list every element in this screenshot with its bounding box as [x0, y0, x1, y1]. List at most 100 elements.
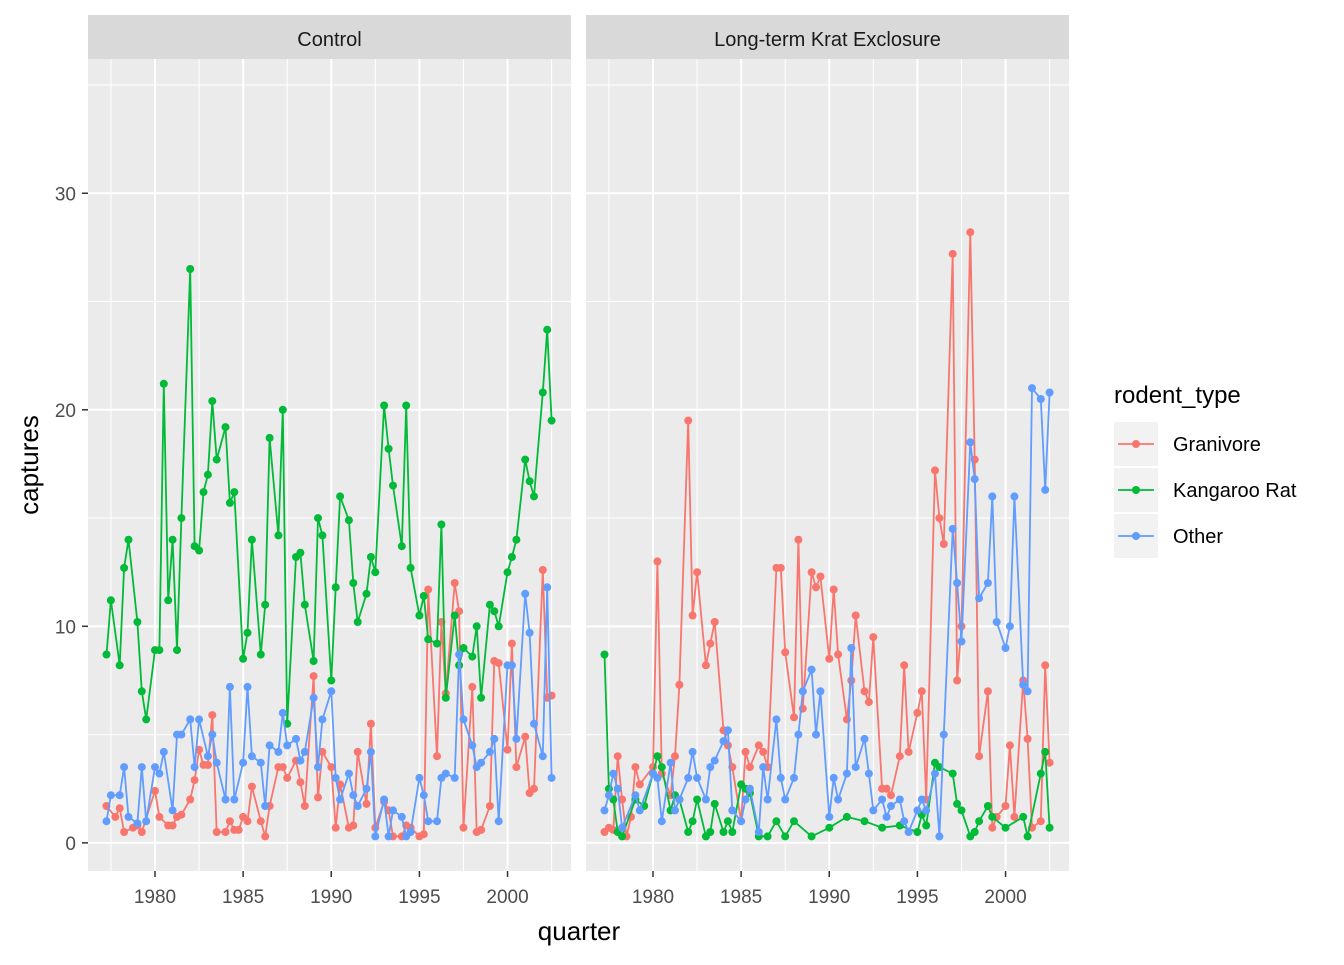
data-point-kangaroo-rat — [530, 492, 538, 501]
data-point-kangaroo-rat — [507, 553, 516, 561]
data-point-other — [424, 817, 433, 826]
data-point-granivore — [829, 585, 838, 594]
data-point-kangaroo-rat — [503, 568, 512, 577]
data-point-other — [124, 812, 133, 821]
data-point-kangaroo-rat — [212, 455, 221, 464]
data-point-kangaroo-rat — [120, 563, 129, 572]
data-point-kangaroo-rat — [247, 535, 256, 544]
data-point-other — [296, 756, 305, 765]
data-point-other — [384, 832, 393, 841]
data-point-other — [190, 763, 199, 772]
data-point-kangaroo-rat — [825, 823, 834, 832]
data-point-kangaroo-rat — [437, 520, 446, 529]
data-point-kangaroo-rat — [706, 828, 715, 836]
data-point-kangaroo-rat — [137, 687, 146, 696]
data-point-kangaroo-rat — [239, 654, 248, 663]
data-point-kangaroo-rat — [807, 832, 816, 841]
data-point-granivore — [882, 784, 891, 793]
data-point-granivore — [256, 817, 265, 826]
data-point-other — [917, 795, 926, 804]
data-point-other — [948, 524, 957, 533]
data-point-other — [494, 817, 503, 826]
series-granivore — [102, 566, 556, 841]
data-point-other — [543, 583, 552, 592]
data-point-granivore — [895, 752, 904, 761]
data-point-other — [142, 817, 151, 826]
data-point-kangaroo-rat — [653, 752, 662, 761]
data-point-other — [1041, 485, 1050, 494]
data-point-kangaroo-rat — [988, 812, 997, 821]
data-point-other — [247, 752, 256, 761]
data-point-other — [292, 734, 300, 743]
data-point-other — [265, 741, 274, 750]
x-tick-label: 1985 — [222, 887, 264, 908]
series-exclosure — [600, 228, 1054, 841]
data-point-granivore — [327, 763, 336, 772]
data-point-granivore — [283, 773, 292, 782]
data-point-kangaroo-rat — [406, 563, 415, 572]
data-point-kangaroo-rat — [684, 828, 693, 836]
data-point-other — [309, 693, 318, 702]
x-tick-label: 1990 — [310, 887, 352, 908]
data-point-other — [763, 795, 772, 804]
data-point-kangaroo-rat — [1001, 823, 1010, 832]
data-point-other — [283, 741, 292, 750]
data-point-other — [406, 828, 415, 836]
data-point-kangaroo-rat — [115, 661, 124, 670]
data-point-other — [992, 618, 1001, 626]
data-point-granivore — [671, 752, 679, 761]
data-point-other — [1019, 680, 1028, 689]
data-point-other — [419, 791, 428, 800]
data-point-other — [900, 817, 909, 826]
data-point-other — [935, 832, 944, 841]
data-point-other — [212, 758, 221, 767]
data-point-granivore — [309, 672, 318, 681]
data-point-other — [177, 730, 186, 739]
data-point-granivore — [913, 708, 922, 717]
data-point-kangaroo-rat — [424, 635, 433, 644]
data-point-other — [507, 661, 516, 670]
data-point-granivore — [935, 514, 944, 523]
y-tick-label: 30 — [55, 184, 76, 205]
data-point-kangaroo-rat — [618, 832, 627, 841]
data-point-granivore — [1005, 741, 1014, 750]
data-point-granivore — [477, 825, 486, 834]
data-point-other — [609, 769, 618, 778]
plot-area-exclosure — [586, 59, 1069, 871]
data-point-granivore — [975, 752, 984, 761]
data-point-kangaroo-rat — [155, 646, 164, 655]
legend-key-point — [1132, 486, 1140, 494]
data-point-other — [684, 773, 693, 782]
data-point-kangaroo-rat — [159, 379, 168, 388]
data-point-kangaroo-rat — [336, 492, 345, 501]
data-point-other — [239, 758, 248, 767]
data-point-other — [151, 763, 159, 772]
data-point-granivore — [362, 799, 371, 808]
data-point-other — [741, 795, 750, 804]
data-point-other — [468, 741, 477, 750]
data-point-granivore — [120, 828, 129, 836]
data-point-other — [137, 763, 146, 772]
data-point-kangaroo-rat — [124, 535, 133, 544]
data-point-kangaroo-rat — [538, 388, 547, 397]
data-point-kangaroo-rat — [790, 817, 798, 826]
data-point-other — [887, 802, 895, 810]
data-point-granivore — [745, 763, 754, 772]
data-point-other — [710, 756, 719, 765]
strip-title-exclosure: Long-term Krat Exclosure — [714, 29, 941, 51]
data-point-other — [155, 769, 164, 778]
data-point-kangaroo-rat — [1041, 747, 1050, 756]
data-point-kangaroo-rat — [688, 817, 697, 826]
data-point-other — [657, 817, 666, 826]
grid-control — [88, 59, 571, 871]
data-point-kangaroo-rat — [225, 498, 234, 507]
data-point-granivore — [168, 821, 177, 830]
data-point-kangaroo-rat — [327, 676, 336, 685]
data-point-kangaroo-rat — [389, 481, 397, 490]
data-point-granivore — [759, 747, 768, 756]
data-point-other — [159, 747, 168, 756]
data-point-granivore — [468, 682, 477, 691]
data-point-kangaroo-rat — [521, 455, 530, 464]
data-point-other — [913, 806, 922, 815]
data-point-other — [666, 758, 675, 767]
